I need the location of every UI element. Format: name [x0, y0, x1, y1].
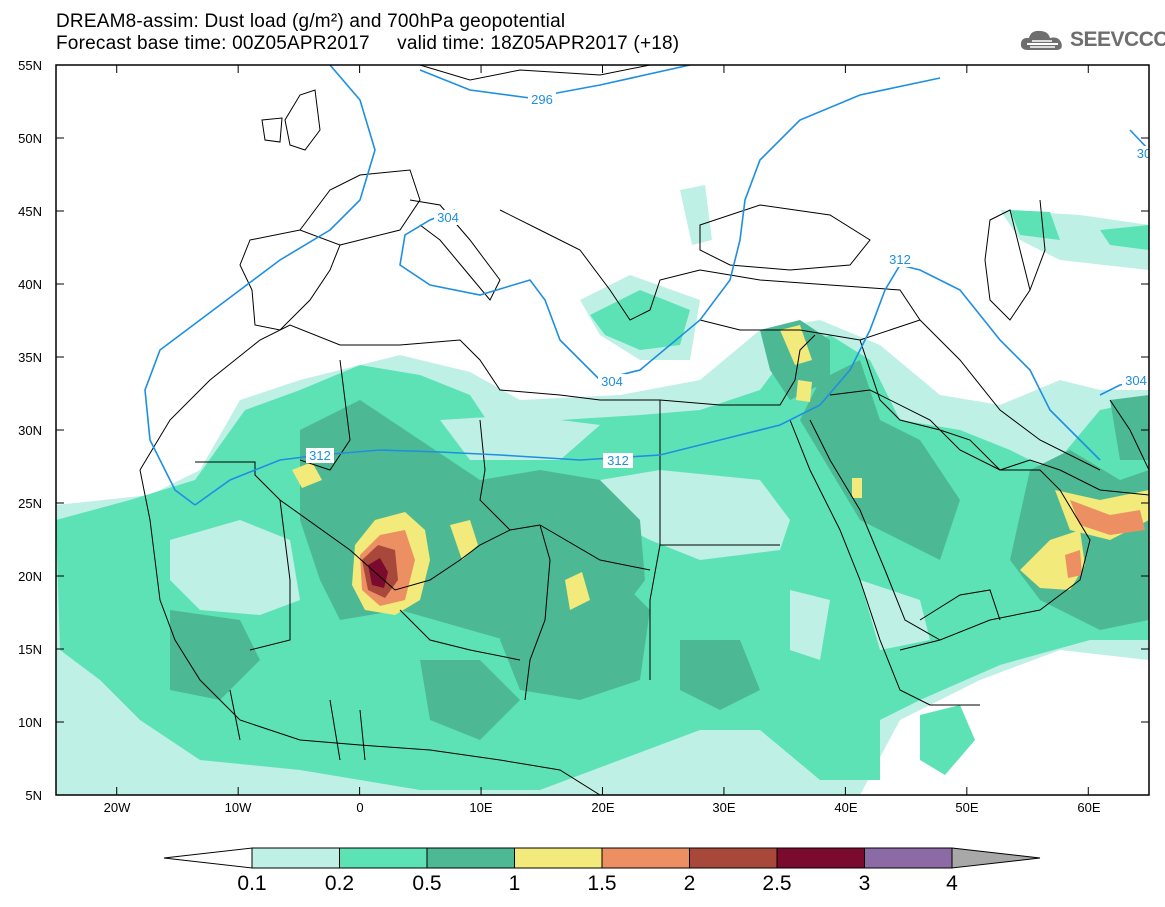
lat-label-35n: 35N [18, 350, 42, 365]
chart-title: DREAM8-assim: Dust load (g/m²) and 700hP… [56, 11, 566, 32]
lat-label-55n: 55N [18, 58, 42, 73]
colorbar-swatch [339, 847, 428, 869]
colorbar-label: 2 [684, 872, 696, 895]
latitude-labels: 55N 50N 45N 40N 35N 30N 25N 20N 15N 10N … [18, 58, 42, 803]
contour-labels: 296 304 312 312 304 312 304 30 [306, 92, 1151, 468]
forecast-times: Forecast base time: 00Z05APR2017 valid t… [56, 33, 680, 54]
contour-label-312-central: 312 [607, 453, 629, 468]
lon-label-20e: 20E [591, 800, 614, 815]
lat-label-15n: 15N [18, 642, 42, 657]
contour-label-304-central: 304 [601, 374, 623, 389]
brand-name: SEEVCCC [1070, 28, 1165, 51]
colorbar-label: 0.2 [325, 872, 354, 895]
colorbar-swatch [426, 847, 515, 869]
contour-label-304-west: 304 [437, 210, 459, 225]
lat-label-20n: 20N [18, 569, 42, 584]
colorbar-label: 4 [946, 872, 958, 895]
colorbar-label: 3 [859, 872, 871, 895]
colorbar-swatch [601, 847, 690, 869]
lon-label-50e: 50E [955, 800, 978, 815]
colorbar: 0.1 0.2 0.5 1 1.5 2 2.5 3 4 [163, 847, 1041, 895]
longitude-labels: 20W 10W 0 10E 20E 30E 40E 50E 60E [104, 800, 1101, 815]
lat-label-50n: 50N [18, 131, 42, 146]
colorbar-label: 0.5 [412, 872, 441, 895]
lon-label-10e: 10E [469, 800, 492, 815]
coastlines [139, 65, 1149, 795]
colorbar-label: 1 [509, 872, 521, 895]
axis-ticks [56, 64, 1149, 796]
lon-label-20w: 20W [104, 800, 131, 815]
lat-label-5n: 5N [25, 788, 42, 803]
contour-label-296: 296 [531, 92, 553, 107]
contour-label-312-west: 312 [309, 448, 331, 463]
lat-label-30n: 30N [18, 423, 42, 438]
brand-logo: SEEVCCC [1018, 25, 1165, 55]
lat-label-40n: 40N [18, 277, 42, 292]
colorbar-label: 0.1 [237, 872, 266, 895]
lon-label-10w: 10W [225, 800, 252, 815]
lon-label-0: 0 [356, 800, 363, 815]
dust-layer-2.5 [368, 558, 388, 588]
colorbar-label: 2.5 [762, 872, 791, 895]
lon-label-40e: 40E [834, 800, 857, 815]
lon-label-60e: 60E [1077, 800, 1100, 815]
colorbar-label: 1.5 [587, 872, 616, 895]
colorbar-swatch [776, 847, 865, 869]
lat-label-45n: 45N [18, 204, 42, 219]
colorbar-underflow-triangle [163, 847, 253, 869]
colorbar-overflow-triangle [951, 847, 1041, 869]
colorbar-swatch [689, 847, 778, 869]
contour-label-30-ne: 30 [1137, 146, 1151, 161]
colorbar-swatch [514, 847, 603, 869]
dust-holes [170, 415, 930, 660]
lat-label-10n: 10N [18, 715, 42, 730]
cloud-logo-icon [1020, 30, 1062, 50]
map-canvas: 296 304 312 312 304 312 304 30 [56, 65, 1151, 795]
colorbar-swatch [251, 847, 340, 869]
lon-label-30e: 30E [712, 800, 735, 815]
colorbar-swatch [864, 847, 953, 869]
lat-label-25n: 25N [18, 496, 42, 511]
contour-label-312-east: 312 [889, 252, 911, 267]
contour-label-304-east: 304 [1125, 373, 1147, 388]
